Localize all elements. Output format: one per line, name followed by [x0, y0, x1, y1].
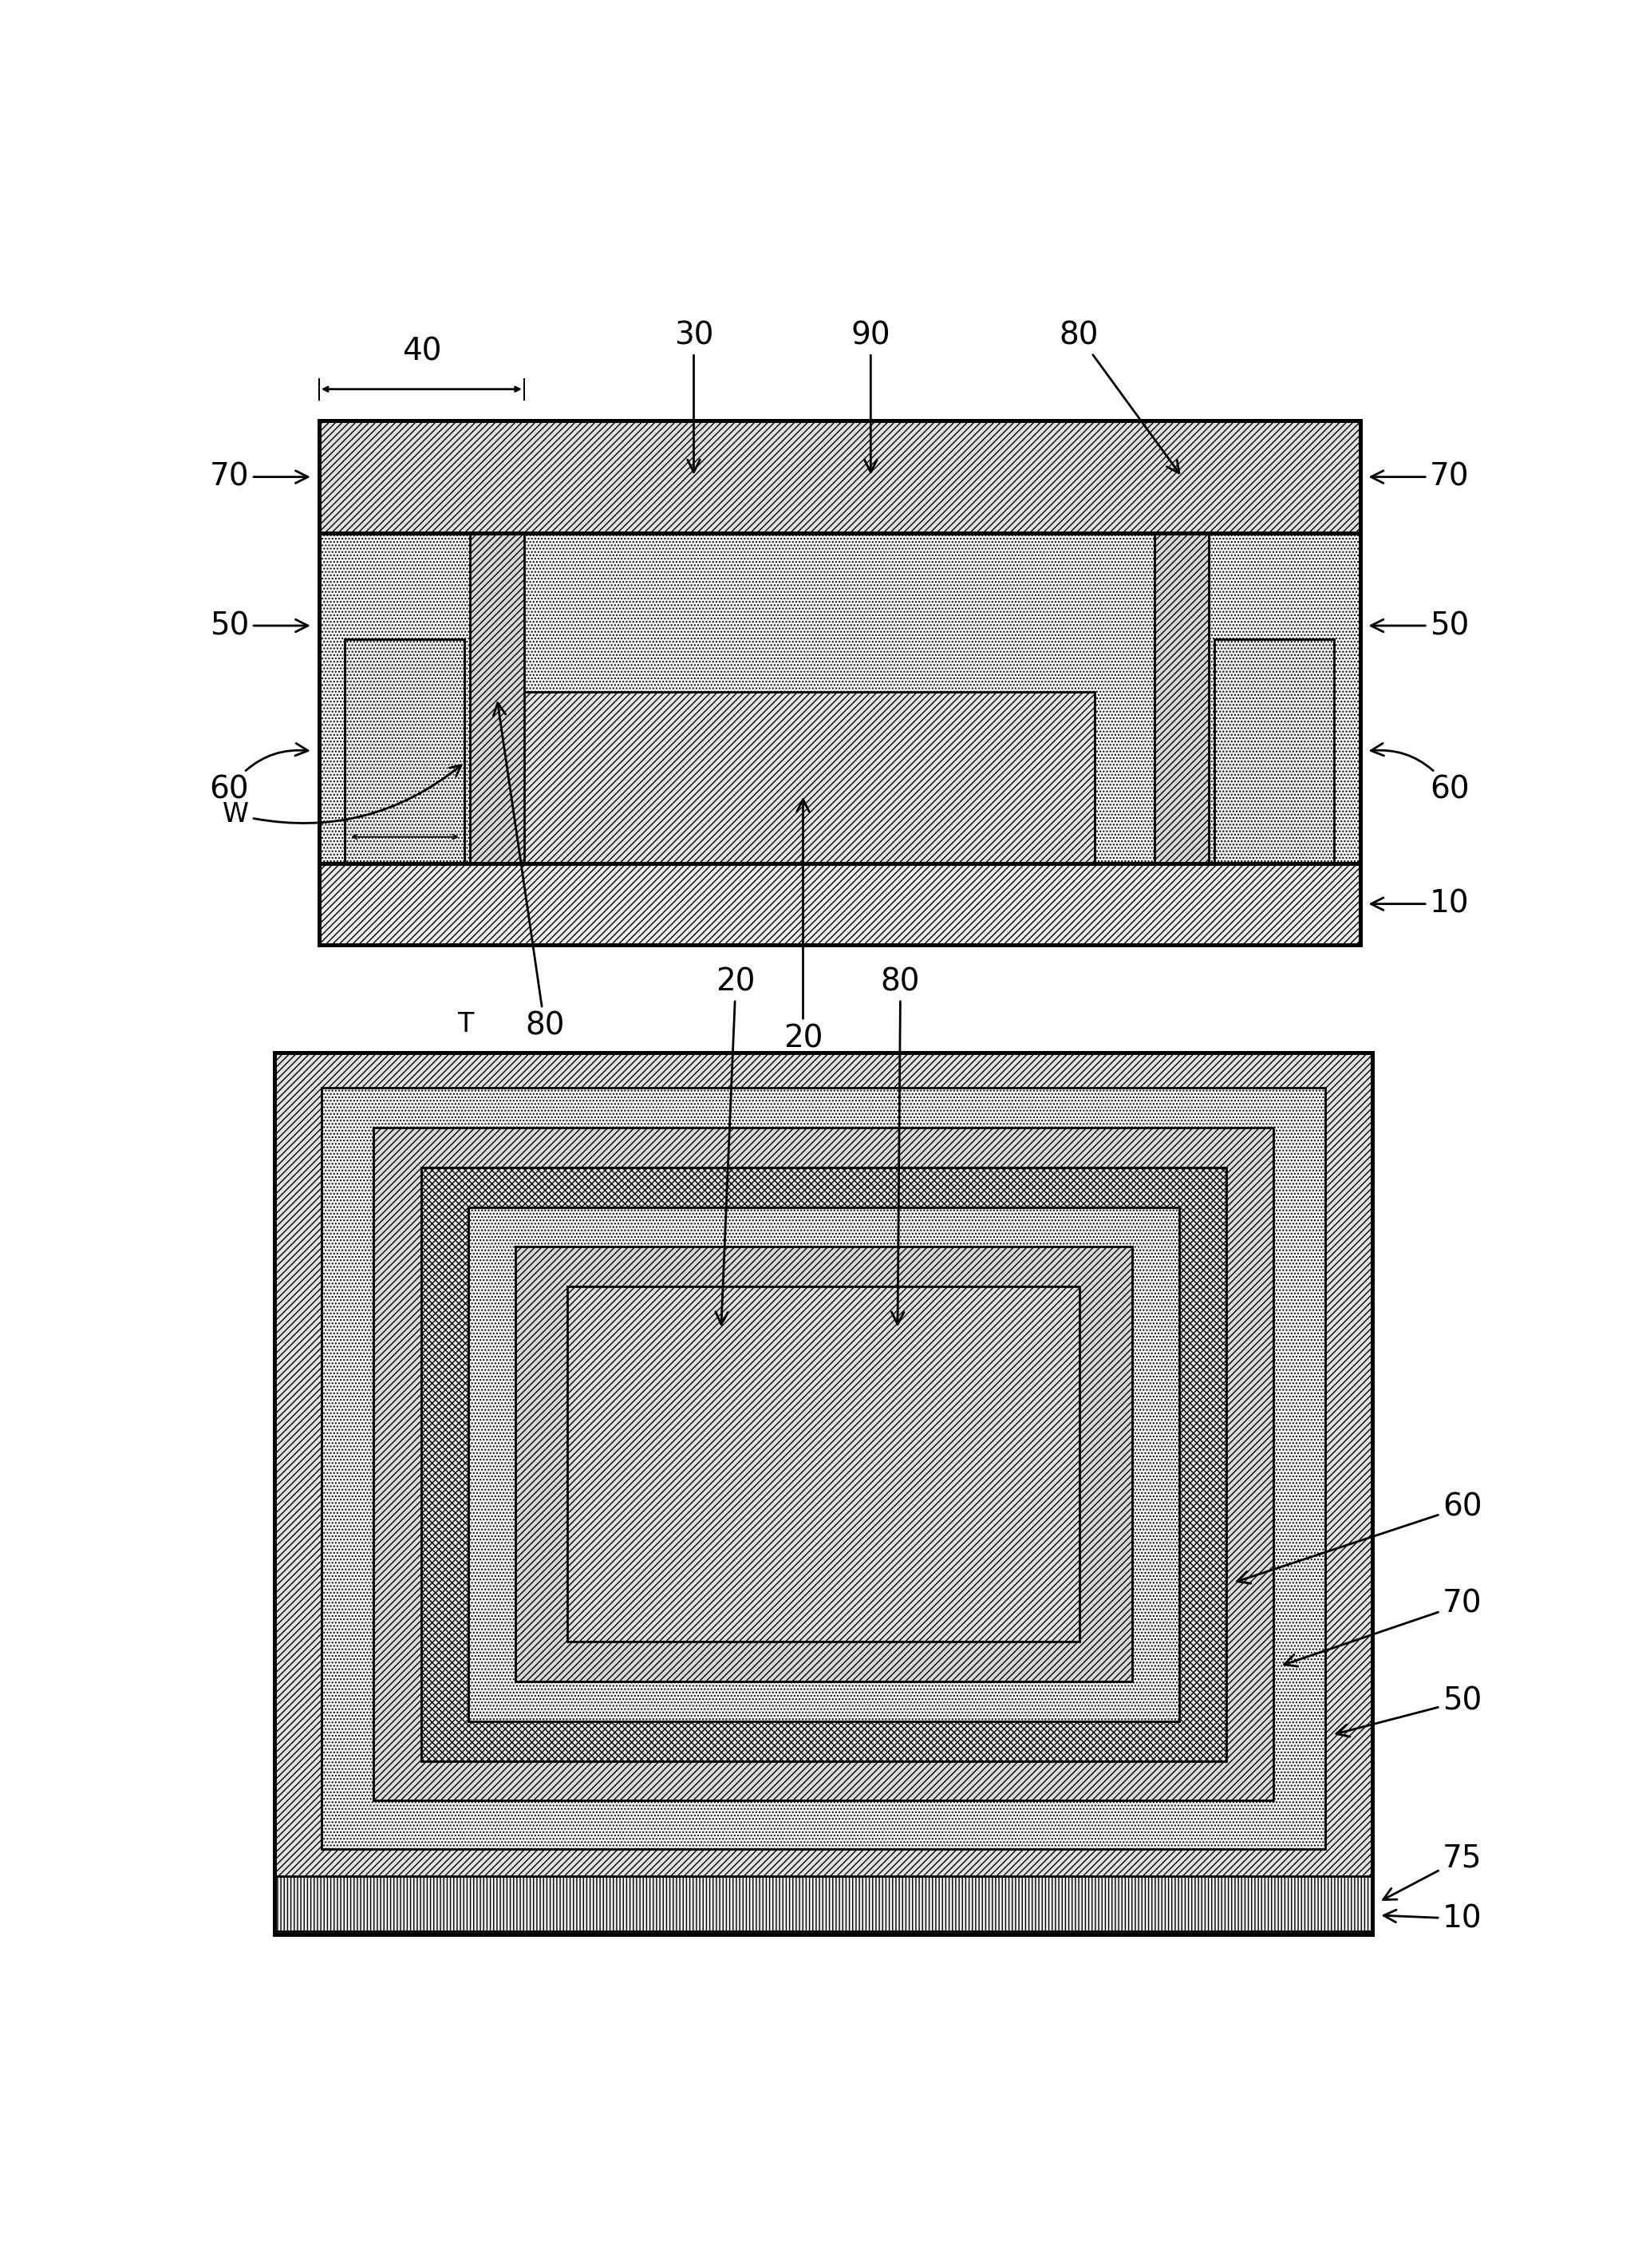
Bar: [321, 1089, 1325, 1848]
Text: 10: 10: [1371, 889, 1469, 919]
Text: 60: 60: [1371, 744, 1469, 805]
Bar: [1214, 640, 1333, 864]
Text: W: W: [223, 764, 460, 828]
Text: 50: 50: [1371, 610, 1469, 642]
Bar: [567, 1286, 1079, 1642]
Text: 80: 80: [493, 703, 565, 1041]
Text: 20: 20: [783, 798, 822, 1052]
Text: 80: 80: [1060, 320, 1179, 474]
Bar: [516, 1247, 1132, 1681]
Text: 10: 10: [1384, 1903, 1482, 1935]
Bar: [421, 1168, 1227, 1760]
Bar: [373, 1127, 1273, 1801]
Bar: [275, 1876, 1373, 1930]
Text: 50: 50: [210, 610, 308, 642]
Text: T: T: [457, 1012, 473, 1036]
Text: 75: 75: [1382, 1844, 1482, 1901]
Text: 30: 30: [673, 320, 714, 472]
Text: 90: 90: [850, 320, 891, 472]
Text: 70: 70: [1371, 463, 1469, 492]
Text: 60: 60: [1237, 1492, 1482, 1583]
Text: 40: 40: [401, 336, 441, 367]
Text: 60: 60: [210, 744, 308, 805]
Text: 70: 70: [1284, 1590, 1482, 1667]
Bar: [1155, 533, 1209, 864]
Bar: [511, 692, 1094, 864]
Text: 50: 50: [1337, 1685, 1482, 1737]
Bar: [319, 864, 1360, 943]
Bar: [275, 1052, 1373, 1935]
Bar: [346, 640, 465, 864]
Text: 70: 70: [210, 463, 308, 492]
Text: 20: 20: [716, 966, 755, 1325]
Text: 80: 80: [881, 966, 921, 1325]
Bar: [470, 533, 524, 864]
Bar: [468, 1207, 1179, 1721]
Bar: [319, 533, 1360, 864]
Bar: [319, 420, 1360, 533]
Bar: [275, 1052, 1373, 1935]
